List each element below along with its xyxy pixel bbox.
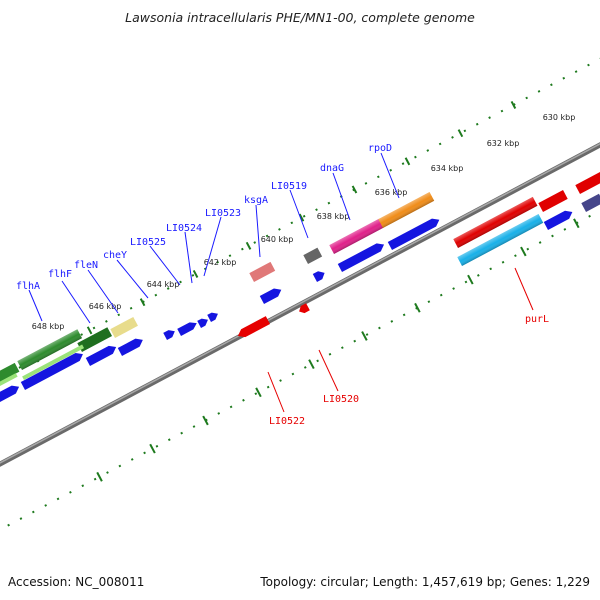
feature-block bbox=[575, 171, 600, 194]
genome-backbone bbox=[0, 104, 600, 503]
gene-label-flhA: flhA bbox=[16, 281, 40, 292]
gene-arrow-forward bbox=[387, 218, 440, 250]
gene-arrow-reverse bbox=[299, 303, 310, 314]
gene-arrow-forward bbox=[312, 271, 325, 282]
gene-arrow-forward bbox=[85, 345, 117, 366]
tick-label: 642 kbp bbox=[204, 258, 237, 267]
feature-block bbox=[538, 190, 568, 212]
gene-arrow-forward bbox=[259, 288, 282, 304]
gene-label-LI0519: LI0519 bbox=[271, 181, 307, 192]
accession-text: Accession: NC_008011 bbox=[8, 575, 145, 589]
gene-label-LI0525: LI0525 bbox=[130, 237, 166, 248]
gene-arrow-forward bbox=[177, 322, 197, 336]
gene-arrow-forward bbox=[117, 338, 143, 356]
tick-label: 632 kbp bbox=[487, 139, 520, 148]
forward-gene-labels: flhA flhF fleN cheY LI0525 LI0524 LI0523… bbox=[16, 143, 400, 324]
tick-label: 644 kbp bbox=[147, 280, 180, 289]
feature-block bbox=[249, 261, 276, 282]
gene-label-fleN: fleN bbox=[74, 260, 98, 271]
tick-labels: 648 kbp 646 kbp 644 kbp 642 kbp 640 kbp … bbox=[32, 113, 576, 331]
feature-blocks bbox=[0, 171, 600, 402]
tick-label: 636 kbp bbox=[375, 188, 408, 197]
tick-label: 646 kbp bbox=[89, 302, 122, 311]
gene-arrow-forward bbox=[197, 318, 208, 328]
gene-label-dnaG: dnaG bbox=[320, 163, 344, 174]
tick-label: 638 kbp bbox=[317, 212, 350, 221]
gene-arrow-forward bbox=[337, 243, 385, 272]
gene-arrow-forward bbox=[163, 330, 175, 340]
feature-block bbox=[77, 327, 113, 352]
topology-text: Topology: circular; Length: 1,457,619 bp… bbox=[260, 575, 590, 589]
feature-block bbox=[303, 247, 323, 264]
gene-arrow-forward bbox=[0, 385, 20, 402]
gene-arrow-forward bbox=[207, 312, 218, 322]
tick-label: 648 kbp bbox=[32, 322, 65, 331]
gene-label-LI0524: LI0524 bbox=[166, 223, 202, 234]
gene-label-flhF: flhF bbox=[48, 269, 72, 280]
feature-block bbox=[581, 193, 600, 212]
gene-label-rpoD: rpoD bbox=[368, 143, 392, 154]
gene-arrow-forward bbox=[20, 352, 83, 390]
gene-label-cheY: cheY bbox=[103, 250, 127, 261]
gene-label-LI0522: LI0522 bbox=[269, 416, 305, 427]
tick-label: 630 kbp bbox=[543, 113, 576, 122]
gene-label-LI0520: LI0520 bbox=[323, 394, 359, 405]
gene-label-purL: purL bbox=[525, 314, 549, 325]
tick-marks bbox=[33, 100, 580, 482]
tick-label: 634 kbp bbox=[431, 164, 464, 173]
gene-label-LI0523: LI0523 bbox=[205, 208, 241, 219]
map-title: Lawsonia intracellularis PHE/MN1-00, com… bbox=[125, 10, 475, 25]
feature-block bbox=[0, 362, 20, 382]
gene-arrow-reverse bbox=[237, 316, 271, 338]
reverse-gene-labels: LI0522 LI0520 purL bbox=[267, 267, 549, 427]
feature-block bbox=[0, 373, 18, 386]
feature-block bbox=[22, 344, 85, 380]
feature-block bbox=[110, 316, 138, 338]
gene-arrow-forward bbox=[543, 210, 573, 230]
gene-label-ksgA: ksgA bbox=[244, 195, 268, 206]
tick-label: 640 kbp bbox=[261, 235, 294, 244]
